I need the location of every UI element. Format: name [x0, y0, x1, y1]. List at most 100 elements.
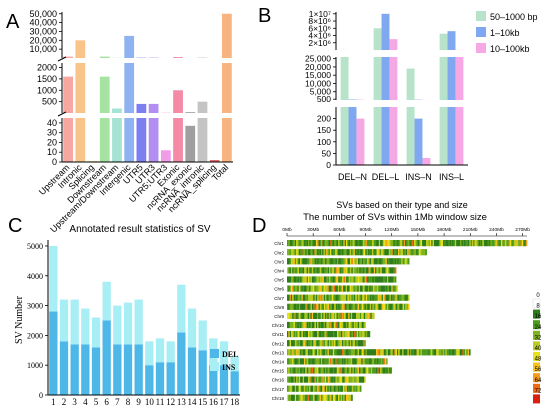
- y-tick-label: 200: [317, 114, 331, 124]
- window-cell: [340, 249, 343, 256]
- window-cell: [341, 385, 344, 392]
- window-cell: [346, 385, 349, 392]
- window-cell: [341, 376, 344, 383]
- window-cell: [308, 294, 310, 301]
- bar-INS: [230, 356, 239, 372]
- window-cell: [310, 303, 313, 310]
- window-cell: [393, 267, 396, 274]
- window-cell: [288, 249, 290, 256]
- window-cell: [329, 294, 331, 301]
- x-tick-label: 17: [220, 397, 230, 407]
- window-cell: [352, 267, 355, 274]
- window-cell: [339, 340, 341, 347]
- window-cell: [320, 358, 323, 365]
- window-cell: [294, 276, 297, 283]
- window-cell: [292, 367, 294, 374]
- window-cell: [390, 258, 393, 265]
- window-cell: [317, 340, 319, 347]
- window-cell: [327, 394, 330, 401]
- window-cell: [342, 385, 345, 392]
- window-cell: [438, 349, 441, 356]
- window-cell: [419, 349, 421, 356]
- window-cell: [307, 349, 310, 356]
- window-cell: [455, 349, 458, 356]
- window-cell: [451, 349, 454, 356]
- window-cell: [335, 331, 338, 338]
- window-cell: [289, 331, 292, 338]
- window-cell: [376, 367, 378, 374]
- window-cell: [357, 321, 360, 329]
- bar-1–10kb: [381, 107, 390, 165]
- window-cell: [356, 312, 358, 319]
- window-cell: [311, 358, 314, 365]
- window-cell: [417, 349, 420, 356]
- window-cell: [306, 385, 309, 392]
- window-cell: [365, 240, 368, 247]
- window-cell: [347, 349, 349, 356]
- window-cell: [397, 303, 399, 310]
- window-cell: [444, 349, 446, 356]
- window-cell: [517, 240, 520, 247]
- window-cell: [287, 240, 289, 247]
- window-cell: [405, 303, 407, 310]
- bar-INS: [219, 341, 229, 366]
- window-cell: [357, 294, 360, 301]
- window-cell: [288, 358, 290, 365]
- window-cell: [399, 349, 402, 356]
- window-cell: [320, 249, 323, 256]
- window-cell: [391, 285, 393, 292]
- window-cell: [317, 267, 319, 274]
- window-cell: [357, 376, 360, 383]
- window-cell: [373, 285, 375, 292]
- window-cell: [341, 394, 344, 401]
- window-cell: [355, 240, 357, 247]
- window-cell: [330, 367, 332, 374]
- window-cell: [357, 340, 360, 347]
- window-cell: [329, 303, 331, 310]
- window-cell: [368, 367, 370, 374]
- window-cell: [298, 294, 301, 301]
- window-cell: [388, 285, 391, 292]
- window-cell: [326, 394, 328, 401]
- window-cell: [370, 240, 373, 247]
- window-cell: [297, 394, 300, 401]
- window-cell: [478, 240, 481, 247]
- window-cell: [377, 249, 379, 256]
- window-cell: [310, 312, 313, 319]
- window-cell: [305, 285, 307, 292]
- window-cell: [416, 249, 418, 256]
- window-cell: [316, 312, 319, 319]
- bar-DEL: [145, 365, 154, 395]
- legend-swatch: [533, 309, 540, 319]
- window-cell: [405, 294, 407, 301]
- panel-letter: D: [252, 215, 266, 237]
- window-cell: [290, 321, 293, 329]
- window-cell: [292, 349, 294, 356]
- window-cell: [289, 349, 292, 356]
- window-cell: [348, 258, 351, 265]
- window-cell: [348, 349, 351, 356]
- window-cell: [362, 285, 365, 292]
- window-cell: [319, 376, 322, 383]
- window-cell: [344, 303, 347, 310]
- window-cell: [382, 367, 385, 374]
- window-cell: [422, 240, 424, 247]
- window-cell: [516, 240, 519, 247]
- window-cell: [392, 267, 394, 274]
- window-cell: [358, 249, 361, 256]
- x-tick-label: 7: [115, 397, 120, 407]
- window-cell: [365, 276, 368, 283]
- window-cell: [324, 394, 327, 401]
- y-tick-label: 20: [47, 137, 57, 147]
- window-cell: [319, 358, 322, 365]
- window-cell: [323, 340, 326, 347]
- window-cell: [290, 249, 293, 256]
- window-cell: [314, 285, 316, 292]
- window-cell: [330, 303, 332, 310]
- window-cell: [290, 358, 293, 365]
- window-cell: [368, 294, 371, 301]
- window-cell: [369, 267, 372, 274]
- window-cell: [333, 331, 335, 338]
- window-cell: [302, 285, 305, 292]
